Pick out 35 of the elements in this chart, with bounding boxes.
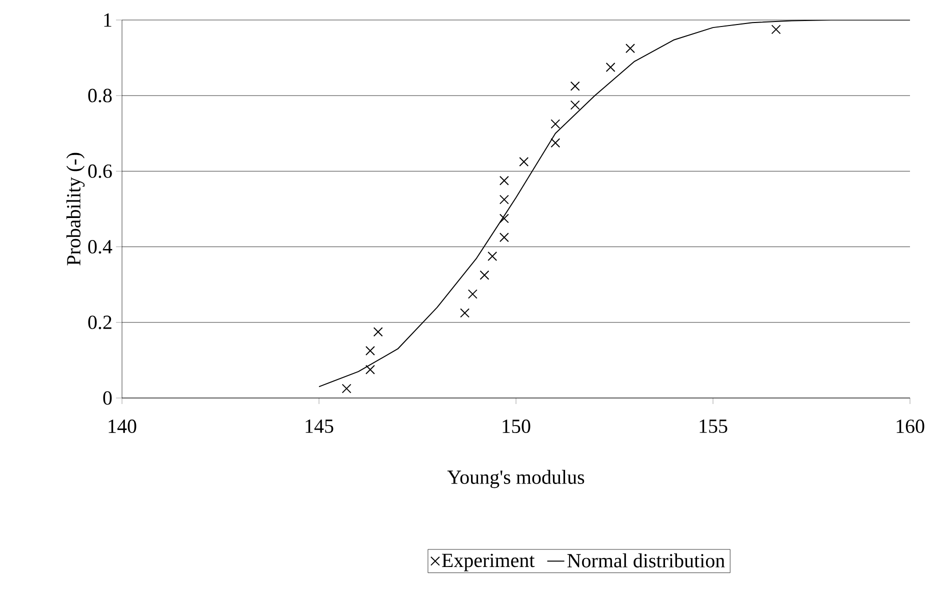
point — [480, 270, 490, 280]
y-tick-label: 0 — [103, 391, 112, 405]
point — [373, 327, 383, 337]
point — [771, 24, 781, 34]
point — [499, 232, 509, 242]
y-axis-title: Probability (-) — [66, 152, 85, 266]
point — [365, 346, 375, 356]
x-tick-label: 145 — [306, 420, 334, 433]
point — [626, 44, 636, 54]
y-tick-label: 0.4 — [88, 240, 112, 254]
legend-label: Normal distribution — [567, 553, 725, 568]
y-tick-label: 0.8 — [88, 88, 112, 102]
point — [468, 289, 478, 299]
point — [519, 157, 529, 166]
x-axis-title: Young's modulus — [447, 470, 584, 488]
y-tick-label: 0.2 — [88, 316, 112, 330]
x-tick-label: 160 — [896, 420, 924, 434]
point — [499, 214, 509, 224]
legend-label: Experiment — [442, 554, 535, 572]
point — [550, 138, 560, 148]
y-tick-label: 1 — [104, 13, 112, 27]
x-tick-label: 150 — [502, 420, 530, 434]
y-tick-label: 0.6 — [88, 164, 112, 178]
point — [488, 252, 498, 261]
point — [342, 384, 352, 394]
point — [570, 81, 580, 91]
point — [606, 62, 616, 72]
point — [550, 119, 560, 129]
x-tick-label: 140 — [108, 420, 136, 434]
point — [499, 194, 509, 204]
point — [499, 176, 509, 186]
point — [365, 364, 375, 374]
point — [570, 100, 580, 110]
x-tick-label: 155 — [700, 420, 728, 433]
point — [460, 308, 470, 318]
